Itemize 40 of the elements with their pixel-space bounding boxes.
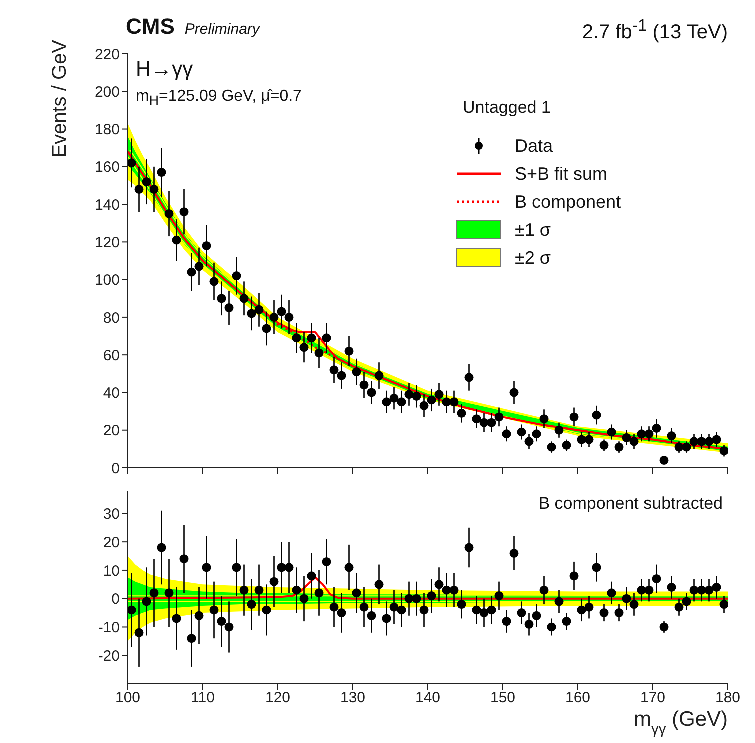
y-tick-label: 0: [112, 460, 120, 478]
y-tick-label: 20: [103, 534, 120, 552]
x-tick-label: 140: [415, 690, 441, 707]
y-axis-title: Events / GeV: [49, 39, 71, 158]
y-tick-label: 40: [103, 385, 120, 402]
text: 2.7 fb$^{-1}$ (13 TeV): [582, 16, 728, 45]
x-tick-label: 110: [191, 690, 215, 707]
y-tick-label: 60: [103, 347, 120, 364]
y-tick-label: 180: [94, 122, 120, 139]
chart-subtitle: Preliminary: [184, 21, 260, 38]
annotation: m$_{H}$=125.09 GeV, μ̂=0.7: [136, 88, 302, 108]
y-tick-label: 20: [103, 422, 120, 440]
legend-label: ±2 σ: [515, 248, 551, 268]
x-tick-label: 180: [715, 690, 741, 707]
x-tick-label: 130: [340, 690, 366, 707]
legend-label: S+B fit sum: [515, 164, 608, 184]
legend-label: ±1 σ: [515, 220, 551, 240]
y-tick-label: -10: [98, 620, 120, 637]
x-axis-title: m$_{γγ}$ (GeV): [634, 708, 728, 738]
y-tick-label: 200: [94, 84, 120, 101]
legend-title: Untagged 1: [463, 98, 552, 118]
x-tick-label: 160: [565, 690, 591, 707]
y-tick-label: 80: [103, 310, 120, 327]
legend-label: B component: [515, 192, 622, 212]
x-tick-label: 170: [640, 690, 666, 707]
y-tick-label: -20: [98, 648, 120, 665]
y-tick-label: 30: [103, 506, 120, 524]
x-tick-label: 150: [490, 690, 516, 707]
y-tick-label: 160: [94, 159, 120, 176]
x-tick-label: 120: [265, 690, 291, 707]
legend-label: Data: [515, 136, 554, 156]
chart-title: CMS: [126, 14, 175, 39]
y-tick-label: 140: [94, 196, 120, 214]
annotation: B component subtracted: [538, 494, 723, 514]
y-tick-label: 0: [112, 591, 120, 608]
y-tick-label: 120: [94, 234, 120, 252]
y-tick-label: 10: [103, 562, 120, 580]
y-tick-label: 220: [94, 46, 120, 64]
y-tick-label: 100: [94, 272, 120, 290]
annotation: H→γγ: [136, 58, 194, 82]
